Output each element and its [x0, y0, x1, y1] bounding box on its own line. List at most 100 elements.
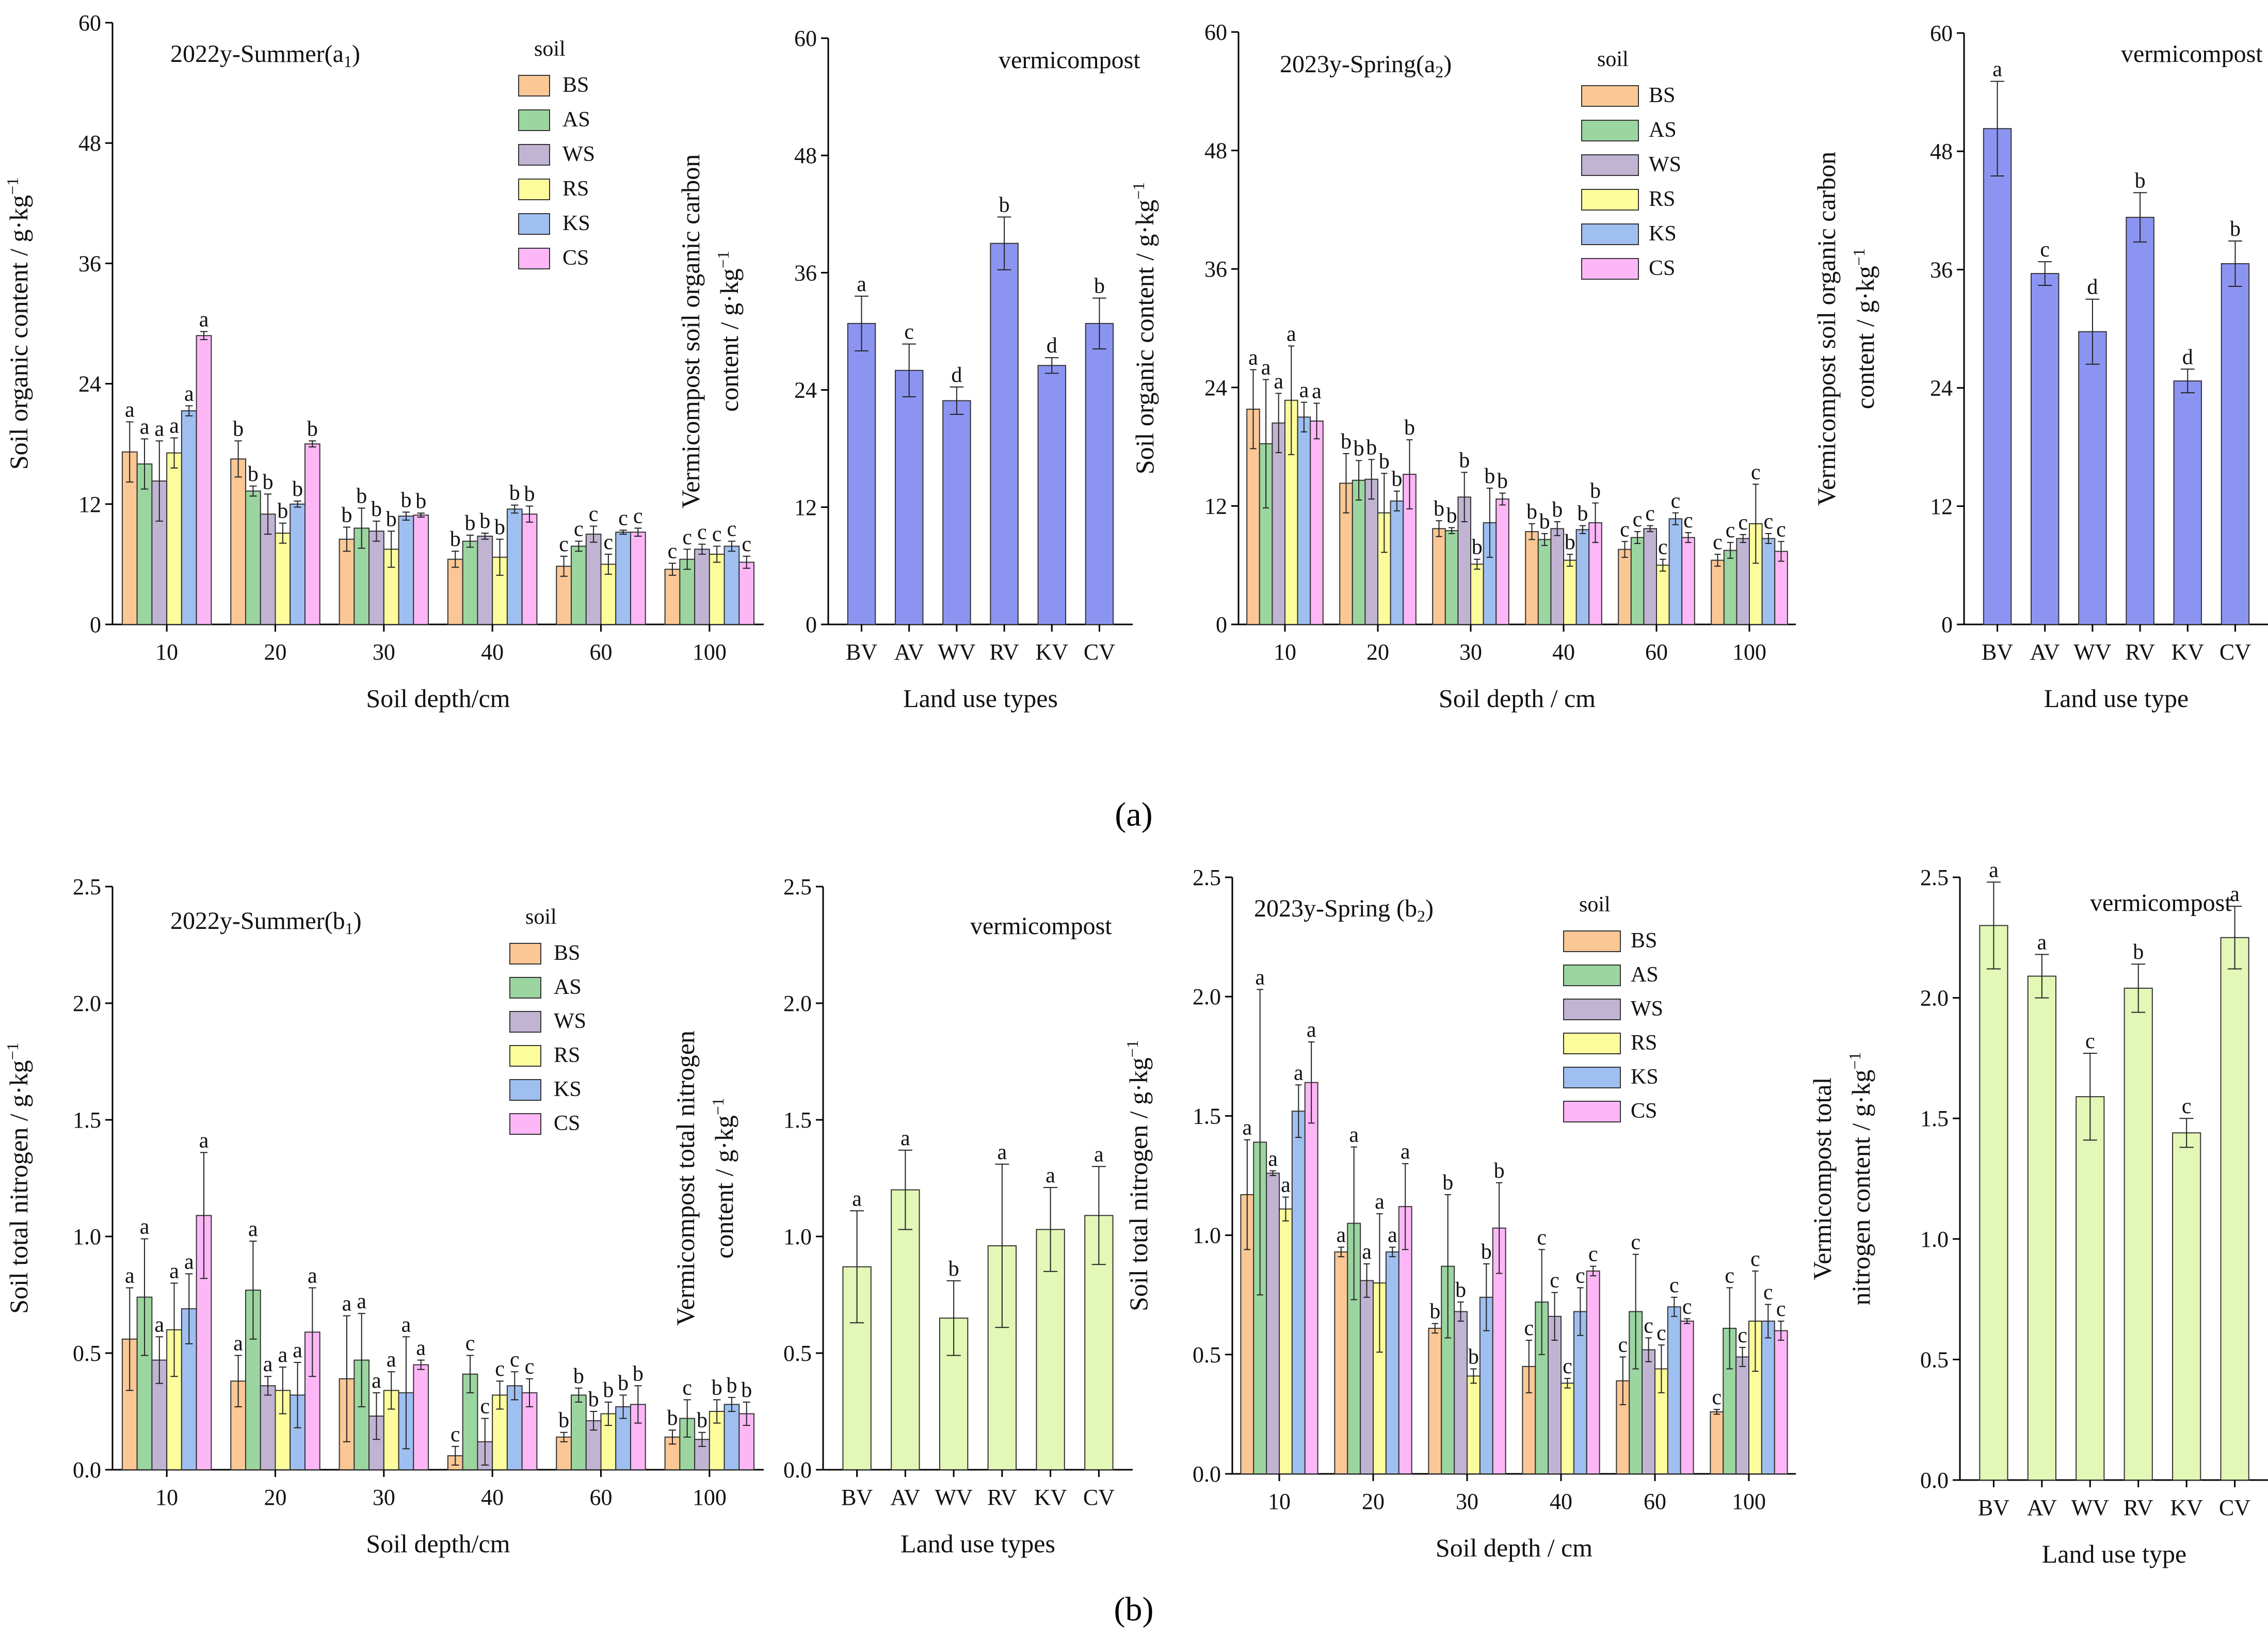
- significance-letter: b: [248, 462, 259, 486]
- significance-letter: c: [1669, 1274, 1679, 1297]
- bar: [1680, 1321, 1694, 1474]
- significance-letter: b: [1526, 500, 1537, 524]
- x-tick-label: WV: [938, 639, 976, 665]
- significance-letter: b: [741, 1378, 752, 1402]
- bar: [1037, 365, 1067, 625]
- title-subscript: 2: [1435, 62, 1443, 81]
- y-tick-label: 0: [806, 612, 817, 637]
- bar: [2078, 331, 2107, 625]
- significance-letter: b: [1472, 536, 1483, 559]
- bar: [1723, 550, 1738, 625]
- significance-letter: a: [416, 1337, 426, 1360]
- legend-swatch: [518, 248, 550, 269]
- significance-letter: c: [904, 320, 914, 344]
- x-tick-label: AV: [2027, 1495, 2057, 1520]
- significance-letter: b: [1468, 1345, 1479, 1369]
- x-tick-label: AV: [2030, 639, 2060, 665]
- significance-letter: d: [2182, 345, 2193, 369]
- significance-letter: b: [465, 511, 476, 535]
- legend-swatch: [1563, 999, 1621, 1020]
- significance-letter: a: [2037, 931, 2047, 955]
- y-tick-label: 2.0: [1920, 986, 1949, 1011]
- bar: [413, 1364, 429, 1471]
- significance-letter: c: [465, 1332, 475, 1356]
- y-tick-label: 36: [1930, 257, 1953, 282]
- chart-panel-3: 0 12 24 36 48 60 2023y-Spring(a2) Soil depth / …: [1129, 20, 1796, 713]
- y-tick-label: 36: [1204, 256, 1227, 282]
- x-axis-title: Soil depth / cm: [1436, 1533, 1593, 1562]
- bar: [1467, 1375, 1481, 1475]
- y-axis-title-line2: content / g·kg−1: [1849, 248, 1879, 409]
- y-title-text: Soil organic content / g·kg: [4, 195, 33, 470]
- bar: [2030, 273, 2060, 625]
- significance-letter: a: [387, 1348, 396, 1372]
- bar: [1272, 422, 1285, 625]
- x-tick-label: KV: [1036, 639, 1069, 665]
- bar: [506, 508, 523, 625]
- bar: [894, 369, 924, 625]
- significance-letter: b: [588, 1388, 599, 1411]
- x-axis-title: Soil depth/cm: [366, 1529, 510, 1558]
- significance-letter: c: [1751, 460, 1761, 484]
- significance-letter: b: [524, 483, 535, 506]
- significance-letter: c: [525, 1355, 535, 1379]
- significance-letter: a: [342, 1292, 352, 1316]
- bar: [1390, 500, 1404, 625]
- y-axis-title-line1: Vermicompost soil organic carbon: [676, 154, 705, 508]
- significance-letter: b: [1446, 504, 1457, 527]
- significance-letter: a: [401, 1313, 411, 1337]
- significance-letter: b: [2133, 940, 2144, 964]
- bar: [462, 540, 478, 625]
- legend-label: KS: [562, 212, 590, 235]
- bar: [1266, 1172, 1280, 1474]
- significance-letter: b: [1577, 502, 1588, 526]
- y-tick-label: 0.5: [73, 1341, 101, 1366]
- y-tick-label: 1.0: [783, 1224, 812, 1249]
- title-letter: (a: [325, 40, 344, 68]
- x-tick-label: BV: [846, 639, 877, 665]
- y-tick-label: 12: [78, 492, 101, 517]
- legend-label: WS: [554, 1009, 586, 1033]
- legend-swatch: [509, 1113, 541, 1135]
- significance-letter: b: [1484, 464, 1495, 488]
- chart-panel-6: 0.0 0.5 1.0 1.5 2.0 2.5 vermicompost Land use t…: [671, 874, 1133, 1558]
- significance-letter: a: [857, 272, 866, 296]
- significance-letter: a: [1268, 1147, 1278, 1171]
- y-tick-label: 2.0: [783, 991, 812, 1016]
- significance-letter: b: [479, 509, 490, 533]
- bar: [1428, 1327, 1442, 1475]
- significance-letter: b: [1094, 275, 1105, 298]
- significance-letter: d: [951, 363, 962, 387]
- significance-letter: a: [1375, 1190, 1385, 1214]
- legend-swatch: [518, 179, 550, 200]
- bar: [615, 532, 631, 625]
- legend-swatch: [509, 977, 541, 999]
- significance-letter: b: [1539, 510, 1550, 534]
- y-tick-label: 24: [78, 372, 101, 397]
- legend-label: BS: [562, 73, 589, 97]
- legend-title: soil: [534, 37, 566, 61]
- significance-letter: c: [1712, 1386, 1722, 1409]
- y-tick-label: 36: [794, 260, 817, 285]
- y-axis-title-line2: content / g·kg−1: [714, 251, 744, 412]
- x-tick-label: 10: [1274, 639, 1296, 665]
- bar: [1550, 528, 1564, 625]
- significance-letter: c: [1726, 519, 1735, 542]
- legend-label: KS: [1631, 1065, 1659, 1089]
- significance-letter: b: [1341, 430, 1352, 454]
- significance-letter: a: [1307, 1018, 1316, 1042]
- significance-letter: a: [998, 1140, 1007, 1164]
- significance-letter: b: [2135, 169, 2146, 192]
- significance-letter: c: [618, 506, 628, 530]
- chart-title: 2023y-Spring (b2): [1254, 895, 1434, 925]
- y-tick-label: 1.0: [1920, 1227, 1949, 1252]
- x-tick-label: WV: [935, 1485, 973, 1510]
- significance-letter: a: [1388, 1224, 1397, 1247]
- y-axis-title-line1: Vermicompost total: [1808, 1078, 1837, 1280]
- legend-title: soil: [1579, 893, 1611, 917]
- significance-letter: c: [682, 525, 692, 549]
- significance-letter: b: [1429, 1300, 1440, 1324]
- x-tick-label: CV: [2219, 1495, 2250, 1520]
- y-tick-label: 48: [78, 131, 101, 156]
- x-tick-label: WV: [2071, 1495, 2110, 1520]
